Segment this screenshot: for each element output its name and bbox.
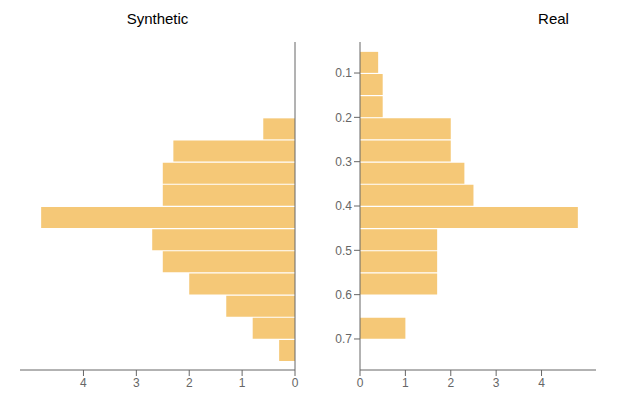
svg-text:0.2: 0.2 bbox=[335, 111, 352, 125]
svg-text:2: 2 bbox=[447, 376, 454, 390]
svg-text:4: 4 bbox=[538, 376, 545, 390]
svg-text:0.7: 0.7 bbox=[335, 332, 352, 346]
svg-text:1: 1 bbox=[402, 376, 409, 390]
html-text:Synthetic: Synthetic bbox=[126, 10, 189, 27]
svg-text:0.6: 0.6 bbox=[335, 288, 352, 302]
svg-text:0.3: 0.3 bbox=[335, 155, 352, 169]
svg-text:0.4: 0.4 bbox=[335, 199, 352, 213]
svg-text:0: 0 bbox=[292, 376, 299, 390]
svg-text:3: 3 bbox=[133, 376, 140, 390]
svg-text:0: 0 bbox=[357, 376, 364, 390]
svg-text:3: 3 bbox=[493, 376, 500, 390]
svg-text:1: 1 bbox=[239, 376, 246, 390]
svg-text:0.5: 0.5 bbox=[335, 244, 352, 258]
html-text:Real: Real bbox=[538, 10, 569, 27]
svg-text:4: 4 bbox=[80, 376, 87, 390]
svg-text:2: 2 bbox=[186, 376, 193, 390]
svg-text:0.1: 0.1 bbox=[335, 66, 352, 80]
